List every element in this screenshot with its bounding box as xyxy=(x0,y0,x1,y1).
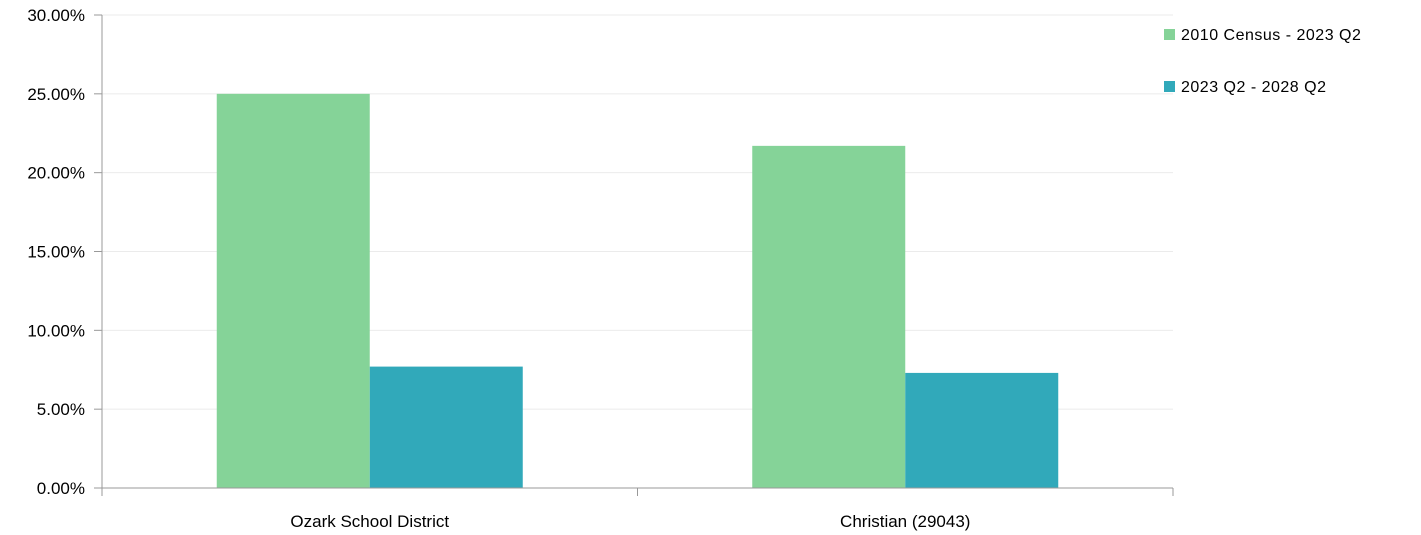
legend-label: 2010 Census - 2023 Q2 xyxy=(1181,27,1361,44)
legend: 2010 Census - 2023 Q2 2023 Q2 - 2028 Q2 xyxy=(1164,27,1361,96)
legend-label: 2023 Q2 - 2028 Q2 xyxy=(1181,79,1326,96)
bars xyxy=(216,93,1059,488)
legend-swatch xyxy=(1164,81,1175,92)
y-tick-label: 5.00% xyxy=(37,400,85,419)
bar xyxy=(216,93,370,488)
y-tick-label: 10.00% xyxy=(27,321,85,340)
y-tick-label: 25.00% xyxy=(27,85,85,104)
y-tick-label: 20.00% xyxy=(27,164,85,183)
x-category-label: Ozark School District xyxy=(290,512,449,531)
y-tick-label: 0.00% xyxy=(37,479,85,498)
y-tick-label: 30.00% xyxy=(27,6,85,25)
legend-swatch xyxy=(1164,29,1175,40)
bar xyxy=(905,372,1059,488)
axes: 0.00% 5.00% 10.00% 15.00% 20.00% 25.00% 30.00%… xyxy=(27,6,1174,531)
bar xyxy=(369,366,523,488)
bar xyxy=(752,145,906,488)
x-category-label: Christian (29043) xyxy=(840,512,970,531)
y-tick-label: 15.00% xyxy=(27,243,85,262)
